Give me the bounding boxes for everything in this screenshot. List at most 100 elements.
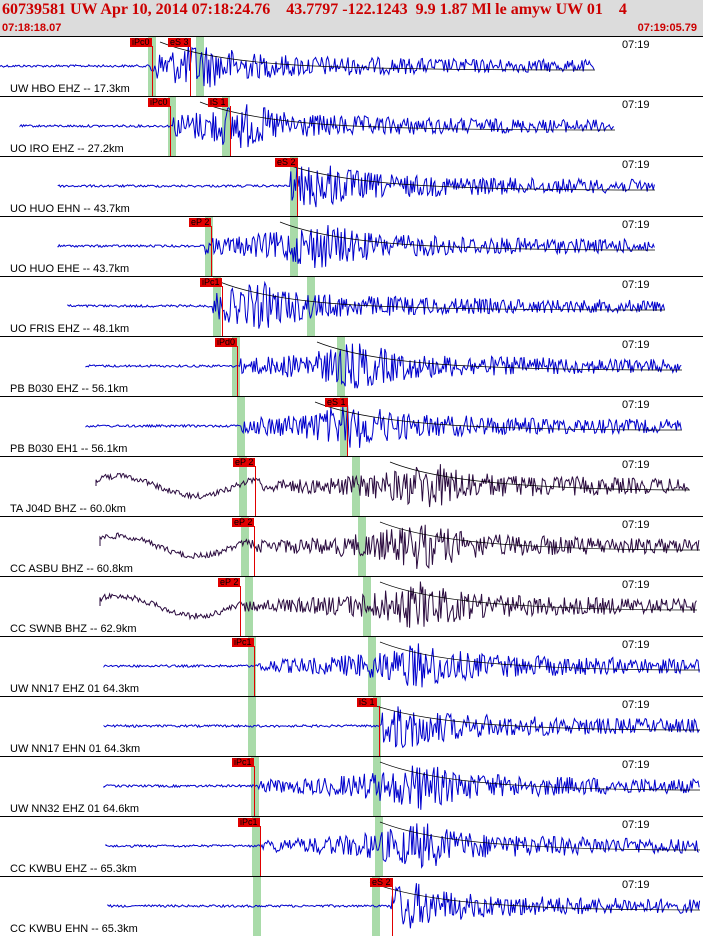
phase-pick-label[interactable]: iPc0 — [130, 37, 152, 47]
phase-pick-line — [254, 646, 255, 696]
arrival-band — [368, 636, 376, 696]
trace-row: iPc0 iS 1 UO IRO EHZ -- 27.2km 07:19 — [0, 96, 703, 156]
phase-pick-label[interactable]: eP 2 — [233, 457, 256, 467]
waveform-trace — [103, 706, 700, 749]
waveform-svg — [85, 341, 683, 389]
arrival-band — [239, 456, 247, 516]
waveform-svg — [99, 581, 698, 628]
phase-pick-line — [190, 46, 191, 96]
trace-time-label: 07:19 — [622, 159, 650, 171]
station-label: UW NN17 EHN 01 64.3km — [10, 743, 141, 755]
trace-row: eP 2 TA J04D BHZ -- 60.0km 07:19 — [0, 456, 703, 516]
trace-time-label: 07:19 — [622, 459, 650, 471]
coda-decay-curve — [199, 101, 616, 131]
trace-row: iPc0 eS 3 UW HBO EHZ -- 17.3km 07:19 — [0, 36, 703, 96]
arrival-band — [373, 756, 381, 816]
trace-row: eS 2 UO HUO EHN -- 43.7km 07:19 — [0, 156, 703, 216]
waveform-svg — [103, 701, 701, 749]
phase-pick-label[interactable]: iPc0 — [148, 97, 170, 107]
phase-pick-label[interactable]: eS 1 — [325, 397, 348, 407]
phase-pick-line — [237, 346, 238, 396]
phase-pick-line — [222, 286, 223, 336]
event-header: 60739581 UW Apr 10, 2014 07:18:24.76 43.… — [0, 0, 703, 36]
phase-pick-label[interactable]: iS 1 — [208, 97, 228, 107]
waveform-svg — [103, 761, 701, 810]
trace-row: iPd0 PB B030 EHZ -- 56.1km 07:19 — [0, 336, 703, 396]
phase-pick-label[interactable]: eS 3 — [168, 37, 191, 47]
seismogram-panels: iPc0 eS 3 UW HBO EHZ -- 17.3km 07:19 iPc0 iS … — [0, 36, 703, 938]
row-separator — [0, 216, 703, 217]
arrival-band — [213, 276, 221, 336]
arrival-band — [222, 96, 230, 156]
trace-row: iPc1 CC KWBU EHZ -- 65.3km 07:19 — [0, 816, 703, 876]
station-label: UO IRO EHZ -- 27.2km — [10, 143, 124, 155]
phase-pick-label[interactable]: eP 2 — [218, 577, 241, 587]
trace-time-label: 07:19 — [622, 99, 650, 111]
start-time: 07:18:18.07 — [2, 22, 62, 34]
phase-pick-label[interactable]: eS 2 — [370, 877, 393, 887]
coda-decay-curve — [379, 641, 701, 671]
waveform-svg — [105, 821, 701, 869]
arrival-band — [290, 216, 298, 276]
phase-pick-line — [392, 886, 393, 936]
coda-decay-curve — [379, 521, 701, 551]
waveform-svg — [99, 521, 701, 569]
phase-pick-line — [254, 766, 255, 816]
phase-pick-label[interactable]: eP 2 — [232, 517, 255, 527]
trace-row: iS 1 UW NN17 EHN 01 64.3km 07:19 — [0, 696, 703, 756]
phase-pick-line — [260, 826, 261, 876]
trace-row: iPc1 UO FRIS EHZ -- 48.1km 07:19 — [0, 276, 703, 336]
waveform-svg — [67, 280, 666, 329]
phase-pick-line — [379, 706, 380, 756]
row-separator — [0, 336, 703, 337]
coda-decay-curve — [279, 161, 656, 191]
phase-pick-label[interactable]: iPc1 — [200, 277, 222, 287]
phase-pick-label[interactable]: iPd0 — [215, 337, 238, 347]
phase-pick-line — [170, 106, 171, 156]
event-title: 60739581 UW Apr 10, 2014 07:18:24.76 43.… — [2, 1, 627, 18]
station-label: PB B030 EH1 -- 56.1km — [10, 443, 128, 455]
phase-pick-label[interactable]: iS 1 — [357, 697, 377, 707]
arrival-band — [307, 276, 315, 336]
trace-row: eS 1 PB B030 EH1 -- 56.1km 07:19 — [0, 396, 703, 456]
trace-time-label: 07:19 — [622, 339, 650, 351]
waveform-trace — [0, 44, 595, 88]
waveform-trace — [99, 581, 697, 628]
waveform-trace — [95, 464, 690, 508]
row-separator — [0, 276, 703, 277]
phase-pick-line — [230, 106, 231, 156]
coda-decay-curve — [279, 221, 656, 251]
phase-pick-label[interactable]: eS 2 — [275, 157, 298, 167]
phase-pick-label[interactable]: iPc1 — [238, 817, 260, 827]
coda-decay-curve — [369, 881, 701, 911]
trace-time-label: 07:19 — [622, 639, 650, 651]
row-separator — [0, 456, 703, 457]
row-separator — [0, 876, 703, 877]
waveform-trace — [57, 165, 655, 208]
row-separator — [0, 636, 703, 637]
waveform-trace — [99, 524, 700, 569]
station-label: PB B030 EHZ -- 56.1km — [10, 383, 128, 395]
station-label: TA J04D BHZ -- 60.0km — [10, 503, 126, 515]
arrival-band — [358, 516, 366, 576]
phase-pick-label[interactable]: iPc1 — [232, 757, 254, 767]
arrival-band — [363, 576, 371, 636]
waveform-trace — [103, 643, 700, 688]
row-separator — [0, 576, 703, 577]
row-separator — [0, 96, 703, 97]
phase-pick-line — [255, 466, 256, 516]
phase-pick-label[interactable]: iPc1 — [232, 637, 254, 647]
station-label: UW NN32 EHZ 01 64.6km — [10, 803, 139, 815]
waveform-svg — [19, 101, 616, 149]
trace-time-label: 07:19 — [622, 579, 650, 591]
waveform-trace — [103, 765, 700, 810]
station-label: UO HUO EHE -- 43.7km — [10, 263, 130, 275]
waveform-svg — [0, 41, 596, 88]
coda-decay-curve — [364, 701, 701, 731]
trace-time-label: 07:19 — [622, 879, 650, 891]
waveform-svg — [103, 641, 701, 688]
trace-row: eP 2 CC SWNB BHZ -- 62.9km 07:19 — [0, 576, 703, 636]
phase-pick-label[interactable]: eP 2 — [189, 217, 212, 227]
phase-pick-line — [254, 526, 255, 576]
trace-row: iPc1 UW NN32 EHZ 01 64.6km 07:19 — [0, 756, 703, 816]
